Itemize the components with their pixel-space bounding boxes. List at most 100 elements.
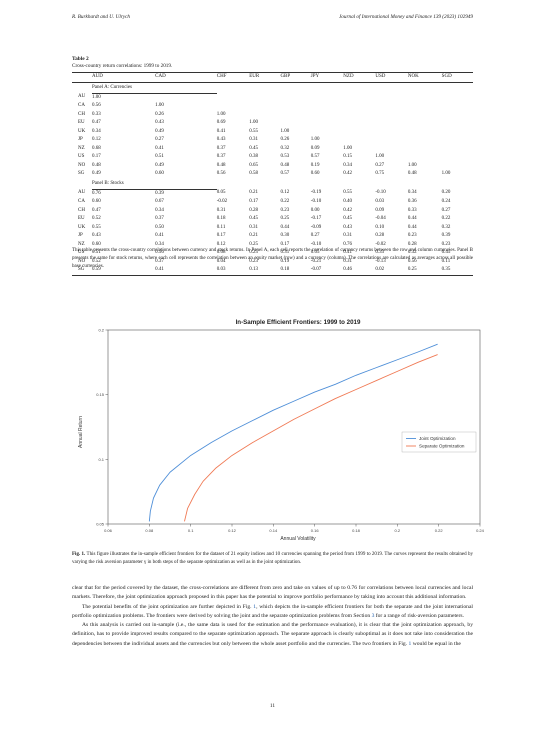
plot-frame xyxy=(107,329,481,525)
table-cell: 0.48 xyxy=(407,171,417,176)
table-cell: 0.43 xyxy=(155,120,164,125)
table-cell: 0.36 xyxy=(407,199,417,204)
table-cell: 1.00 xyxy=(310,137,320,142)
table-cell: 0.37 xyxy=(155,216,164,221)
table-cell: 0.50 xyxy=(155,224,164,230)
table-cell: 0.60 xyxy=(310,171,320,176)
table-cell: 0.42 xyxy=(343,207,353,213)
table-cell: 0.31 xyxy=(280,250,290,255)
table-cell: 0.33 xyxy=(407,207,417,213)
table-cell: 0.28 xyxy=(249,207,258,213)
table-cell: 0.27 xyxy=(155,137,164,142)
table-cell: 0.19 xyxy=(280,258,290,264)
row-label: US xyxy=(78,250,85,255)
chart-background xyxy=(72,312,492,544)
figure-reference-link[interactable]: 1 xyxy=(408,640,412,647)
table-cell xyxy=(249,111,280,120)
panel-heading-row: Panel A: Currencies xyxy=(72,82,473,94)
table-cell: 0.56 xyxy=(407,258,417,264)
table-cell: 0.45 xyxy=(441,250,451,255)
table-cell: 0.59 xyxy=(92,266,156,276)
table-cell: 0.67 xyxy=(155,199,164,204)
table-cell xyxy=(442,145,473,154)
table-cell: 0.43 xyxy=(216,137,226,142)
table-cell: 0.52 xyxy=(92,216,101,221)
table-cell xyxy=(280,102,310,111)
table-cell: 0.41 xyxy=(343,250,353,255)
table-cell: 0.05 xyxy=(310,250,320,255)
table-cell: 0.17 xyxy=(280,241,290,247)
table-cell: 0.55 xyxy=(249,128,258,134)
table-row: EU 0.52 0.37 0.18 0.45 0.25 -0.17 0.45 -0.04 0.44… xyxy=(72,215,473,224)
table-cell: 0.34 xyxy=(92,128,101,134)
table-cell xyxy=(408,153,442,162)
table-row: EU 0.47 0.43 0.69 1.00 xyxy=(72,119,473,128)
table-cell: 0.68 xyxy=(92,145,101,151)
table-row: US 0.17 0.51 0.37 0.38 0.53 0.57 0.15 1.00 xyxy=(72,153,473,162)
table-row: NZ 0.68 0.41 0.37 0.45 0.32 0.09 1.00 xyxy=(72,145,473,154)
running-header-journal: Journal of International Money and Finan… xyxy=(339,14,473,20)
table-cell: 0.37 xyxy=(216,154,226,159)
row-label: JP xyxy=(78,233,83,238)
table-cell xyxy=(442,111,473,120)
table-cell: 0.60 xyxy=(155,171,164,176)
x-tick-label: 0.2 xyxy=(395,528,401,533)
table-cell: 0.18 xyxy=(280,266,311,276)
table-cell: -0.10 xyxy=(310,241,322,247)
column-header: NZD xyxy=(343,72,376,83)
table-cell: 0.25 xyxy=(407,266,442,276)
table-row: AU 0.76 0.39 0.05 0.21 0.12 -0.19 0.55 -0.10 0.34… xyxy=(72,189,473,198)
table-row: JP 0.12 0.27 0.43 0.31 0.26 1.00 xyxy=(72,136,473,145)
row-label: UK xyxy=(78,224,86,230)
table-cell: 0.30 xyxy=(280,233,290,238)
table-cell xyxy=(217,102,250,111)
table-cell: 0.04 xyxy=(216,258,226,264)
table-cell xyxy=(442,93,473,102)
table-cell: 0.51 xyxy=(92,250,101,255)
table-cell: 0.55 xyxy=(92,224,101,230)
table-row: UK 0.34 0.49 0.41 0.55 1.00 xyxy=(72,128,473,137)
table-cell: 0.35 xyxy=(441,266,473,276)
table-cell: 1.00 xyxy=(280,128,290,134)
table-cell xyxy=(375,111,408,120)
table-cell: 0.11 xyxy=(441,258,451,264)
x-tick-label: 0.12 xyxy=(228,528,237,533)
table-cell: 0.31 xyxy=(343,233,353,238)
table-cell: 0.43 xyxy=(92,233,101,238)
table-cell: 0.41 xyxy=(155,145,164,151)
table-cell: 0.34 xyxy=(155,207,164,213)
paragraph-2-text-c: for a range of risk-aversion parameters. xyxy=(374,612,464,619)
table-cell: 0.12 xyxy=(216,241,226,247)
table-cell xyxy=(375,128,408,137)
paragraph-2: The potential benefits of the joint opti… xyxy=(72,603,473,622)
table-cell: 1.00 xyxy=(216,111,226,117)
row-label: US xyxy=(78,154,85,159)
table-cell: 0.22 xyxy=(441,216,451,221)
column-header: JPY xyxy=(310,72,344,83)
table-note: This table presents the cross-country co… xyxy=(72,248,473,270)
table-cell: 0.34 xyxy=(343,162,353,168)
table-cell xyxy=(408,136,442,145)
table-cell: 0.37 xyxy=(216,145,226,151)
table-cell: 0.46 xyxy=(343,266,376,276)
table-cell xyxy=(408,102,442,111)
row-label: NZ xyxy=(78,145,85,151)
table-cell: 0.55 xyxy=(343,190,353,196)
table-cell: 0.05 xyxy=(216,190,226,196)
table-row: US 0.51 0.56 0.08 0.25 0.31 0.05 0.41 0.33 0.32 0.… xyxy=(72,249,473,258)
table-cell xyxy=(375,119,408,128)
x-tick-label: 0.18 xyxy=(352,528,361,533)
figure-reference-link[interactable]: 1 xyxy=(253,603,257,610)
table-cell: 0.08 xyxy=(216,250,226,255)
row-label: CH xyxy=(78,111,85,117)
table-cell: 0.23 xyxy=(441,241,451,247)
column-header: CAD xyxy=(155,72,217,83)
table-cell: 0.33 xyxy=(92,111,101,117)
table-cell xyxy=(375,136,408,145)
table-cell: 0.21 xyxy=(249,233,258,238)
section-reference-link[interactable]: 3 xyxy=(371,612,375,619)
table-cell: 0.53 xyxy=(280,154,290,159)
table-cell: -0.07 xyxy=(310,266,344,276)
table-cell xyxy=(442,153,473,162)
y-tick-label: 0.05 xyxy=(96,522,105,527)
